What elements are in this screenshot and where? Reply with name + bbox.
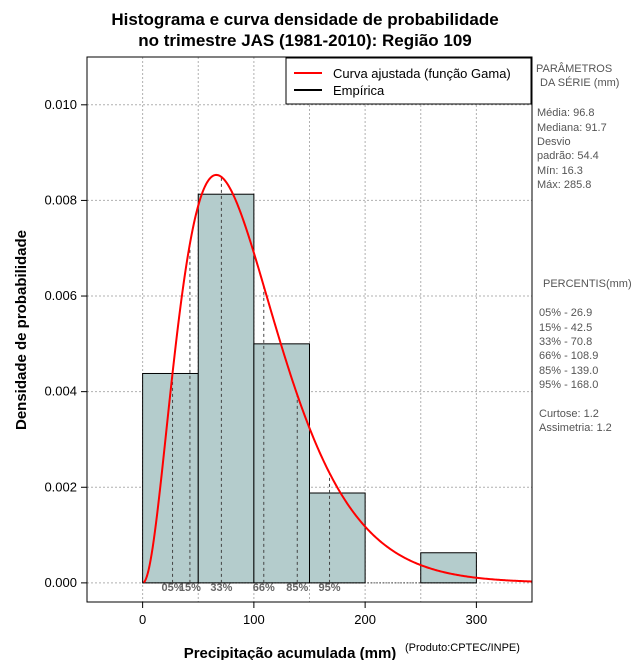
y-tick-label: 0.010 bbox=[44, 97, 77, 112]
chart-title-line1: Histograma e curva densidade de probabil… bbox=[111, 10, 498, 29]
side-panel-parameters: PARÂMETROS DA SÉRIE (mm) Média: 96.8 Med… bbox=[536, 62, 619, 191]
percentil-33: 33% - 70.8 bbox=[539, 336, 592, 348]
x-axis-label: Precipitação acumulada (mm) bbox=[184, 645, 397, 660]
percentil-15: 15% - 42.5 bbox=[539, 322, 592, 334]
legend: Curva ajustada (função Gama) Empírica bbox=[285, 57, 532, 105]
percentile-label: 85% bbox=[286, 582, 308, 594]
param-min: Mín: 16.3 bbox=[537, 165, 583, 177]
params-title-1: PARÂMETROS bbox=[536, 62, 612, 75]
percentile-lines-layer: 05%15% 33% 66% 85% 95% bbox=[162, 176, 341, 594]
x-tick-label: 200 bbox=[354, 612, 376, 627]
percentil-05: 05% - 26.9 bbox=[539, 307, 592, 319]
bars-layer bbox=[142, 193, 477, 584]
x-tick-label: 0 bbox=[139, 612, 146, 627]
histogram-bar bbox=[309, 492, 366, 584]
y-axis-label: Densidade de probabilidade bbox=[13, 230, 30, 430]
curve-layer bbox=[142, 173, 533, 584]
plot-border bbox=[86, 56, 533, 603]
histogram-bar bbox=[197, 193, 255, 584]
param-media: Média: 96.8 bbox=[537, 107, 594, 119]
percentil-66: 66% - 108.9 bbox=[539, 350, 598, 362]
legend-box bbox=[285, 57, 532, 105]
histogram-bar bbox=[253, 343, 310, 584]
curtose: Curtose: 1.2 bbox=[539, 408, 599, 420]
y-tick-label: 0.002 bbox=[44, 479, 77, 494]
param-max: Máx: 285.8 bbox=[537, 179, 591, 191]
x-tick-label: 300 bbox=[466, 612, 488, 627]
side-panel-percentiles: PERCENTIS(mm) 05% - 26.9 15% - 42.5 33% … bbox=[539, 278, 632, 434]
percentile-label: 15% bbox=[179, 582, 201, 594]
chart-title-line2: no trimestre JAS (1981-2010): Região 109 bbox=[138, 31, 472, 50]
x-ticks: 0 100 200 300 bbox=[139, 602, 487, 627]
percentile-label: 66% bbox=[253, 582, 275, 594]
gamma-curve bbox=[142, 173, 533, 584]
percentis-title: PERCENTIS(mm) bbox=[543, 278, 632, 290]
param-desvio-1: Desvio bbox=[537, 136, 571, 148]
percentil-85: 85% - 139.0 bbox=[539, 365, 598, 377]
params-title-2: DA SÉRIE (mm) bbox=[540, 76, 619, 89]
y-tick-label: 0.004 bbox=[44, 384, 77, 399]
y-tick-label: 0.000 bbox=[44, 575, 77, 590]
param-mediana: Mediana: 91.7 bbox=[537, 122, 607, 134]
y-tick-label: 0.006 bbox=[44, 288, 77, 303]
legend-label-gamma: Curva ajustada (função Gama) bbox=[333, 66, 511, 81]
percentile-label: 05% bbox=[162, 582, 184, 594]
param-desvio-2: padrão: 54.4 bbox=[537, 150, 599, 162]
legend-label-empirica: Empírica bbox=[333, 83, 385, 98]
x-tick-label: 100 bbox=[243, 612, 265, 627]
assimetria: Assimetria: 1.2 bbox=[539, 422, 612, 434]
y-ticks: 0.000 0.002 0.004 0.006 0.008 0.010 bbox=[44, 97, 87, 590]
y-tick-label: 0.008 bbox=[44, 192, 77, 207]
percentile-label: 95% bbox=[319, 582, 341, 594]
percentile-label: 33% bbox=[210, 582, 232, 594]
credit-text: (Produto:CPTEC/INPE) bbox=[405, 642, 520, 654]
percentil-95: 95% - 168.0 bbox=[539, 379, 598, 391]
